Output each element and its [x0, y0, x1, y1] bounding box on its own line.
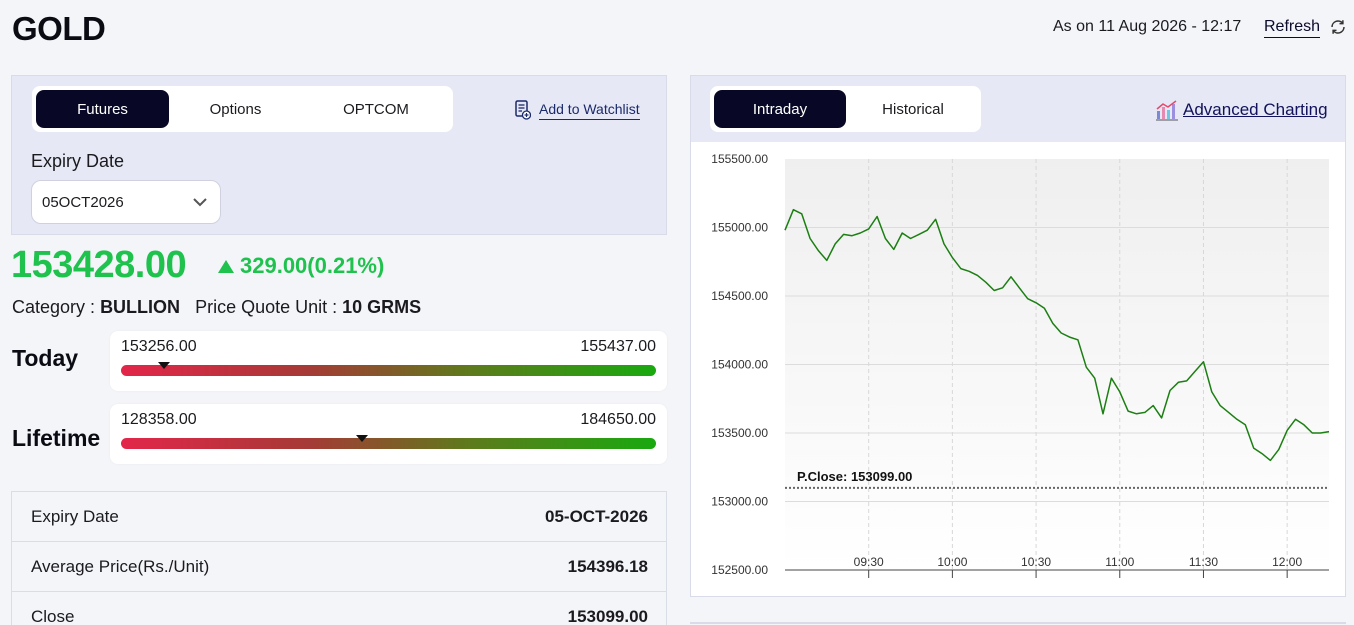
tab-intraday[interactable]: Intraday: [714, 90, 846, 128]
expiry-date-label: Expiry Date: [31, 151, 125, 171]
instrument-meta: Category : BULLION Price Quote Unit : 10…: [12, 297, 421, 318]
up-arrow-icon: [218, 259, 234, 273]
table-row: Close 153099.00: [12, 592, 666, 625]
x-tick-label: 10:00: [937, 555, 967, 569]
row-value: 05-OCT-2026: [545, 507, 648, 526]
add-to-watchlist-button[interactable]: Add to Watchlist: [515, 100, 640, 120]
lifetime-range-marker: [355, 435, 368, 442]
price-change-value: 329.00(0.21%): [240, 253, 385, 278]
today-low: 153256.00: [121, 338, 197, 355]
today-range-marker: [157, 362, 170, 369]
lifetime-range: 128358.00 184650.00: [110, 404, 667, 464]
prev-close-label: P.Close: 153099.00: [797, 469, 912, 484]
watchlist-label: Add to Watchlist: [539, 101, 640, 120]
x-tick-label: 09:30: [854, 555, 884, 569]
chevron-down-icon: [193, 198, 207, 207]
row-value: 153099.00: [567, 607, 648, 625]
category-value: BULLION: [100, 297, 181, 317]
price-series-line: [784, 208, 1330, 462]
tab-optcom[interactable]: OPTCOM: [343, 100, 409, 118]
table-row: Expiry Date 05-OCT-2026: [12, 492, 666, 542]
row-key: Expiry Date: [31, 507, 119, 526]
price-change: 329.00(0.21%): [218, 253, 384, 279]
table-row: Average Price(Rs./Unit) 154396.18: [12, 542, 666, 592]
chart-header: Intraday Historical Advanced Charting: [691, 76, 1345, 142]
x-tick-label: 12:00: [1272, 555, 1302, 569]
chart-tabs: Intraday Historical: [710, 86, 981, 132]
x-tick-label: 11:30: [1189, 555, 1218, 569]
y-tick-label: 155000.00: [711, 221, 768, 235]
tab-futures[interactable]: Futures: [36, 90, 169, 128]
y-tick-label: 154000.00: [711, 358, 768, 372]
chart-panel: Intraday Historical Advanced Charting 15…: [690, 75, 1346, 597]
x-tick-label: 10:30: [1021, 555, 1051, 569]
lifetime-range-bar: [121, 438, 656, 449]
today-label: Today: [12, 345, 79, 371]
today-range-bar: [121, 365, 656, 376]
contract-details-table: Expiry Date 05-OCT-2026 Average Price(Rs…: [11, 491, 667, 625]
x-tick-label: 11:00: [1105, 555, 1134, 569]
chart-icon: [1156, 100, 1178, 121]
lifetime-high: 184650.00: [580, 411, 656, 428]
tab-historical[interactable]: Historical: [882, 100, 944, 118]
watchlist-icon: [515, 100, 531, 120]
row-value: 154396.18: [567, 557, 648, 576]
today-high: 155437.00: [580, 338, 656, 355]
lifetime-label: Lifetime: [12, 425, 101, 451]
last-price: 153428.00: [11, 244, 187, 286]
as-on-timestamp: As on 11 Aug 2026 - 12:17: [1053, 18, 1242, 35]
intraday-chart: 155500.00 155000.00 154500.00 154000.00 1535…: [711, 152, 1330, 578]
advanced-charting-label: Advanced Charting: [1183, 100, 1328, 119]
lifetime-low: 128358.00: [121, 411, 197, 428]
row-key: Close: [31, 607, 75, 625]
y-tick-label: 153500.00: [711, 426, 768, 440]
quote-unit-label: Price Quote Unit :: [195, 297, 338, 317]
y-tick-label: 155500.00: [711, 152, 768, 166]
y-tick-label: 154500.00: [711, 289, 768, 303]
tab-options[interactable]: Options: [209, 100, 262, 118]
refresh-icon[interactable]: [1329, 18, 1347, 36]
expiry-date-value: 05OCT2026: [42, 193, 124, 211]
y-tick-label: 153000.00: [711, 495, 768, 509]
advanced-charting-link[interactable]: Advanced Charting: [1155, 99, 1328, 121]
today-range: 153256.00 155437.00: [110, 331, 667, 391]
quote-unit-value: 10 GRMS: [342, 297, 422, 317]
page-title: GOLD: [12, 10, 106, 47]
divider: [690, 622, 1346, 624]
category-label: Category :: [12, 297, 96, 317]
expiry-date-select[interactable]: 05OCT2026: [31, 180, 221, 224]
y-tick-label: 152500.00: [711, 563, 768, 577]
row-key: Average Price(Rs./Unit): [31, 557, 210, 576]
instrument-panel: Futures Options OPTCOM Add to Watchlist …: [11, 75, 667, 235]
instrument-tabs: Futures Options OPTCOM: [32, 86, 453, 132]
refresh-button[interactable]: Refresh: [1264, 18, 1321, 38]
